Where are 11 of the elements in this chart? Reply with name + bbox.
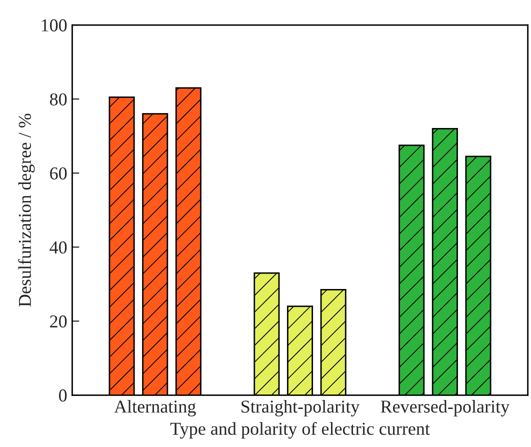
y-tick-label: 40 [50, 241, 67, 254]
y-tick-label: 20 [50, 315, 67, 328]
y-tick-label: 80 [50, 93, 67, 106]
x-tick-label: Alternating [114, 400, 196, 416]
x-axis-title: Type and polarity of electric current [170, 422, 430, 439]
y-axis-title: Desulfurization degree / % [18, 114, 35, 307]
x-tick-label: Straight-polarity [242, 400, 360, 416]
y-tick-label: 100 [42, 19, 67, 32]
y-tick-label: 60 [50, 167, 67, 180]
y-tick-label: 0 [59, 389, 67, 402]
x-tick-label: Reversed-polarity [380, 400, 510, 416]
